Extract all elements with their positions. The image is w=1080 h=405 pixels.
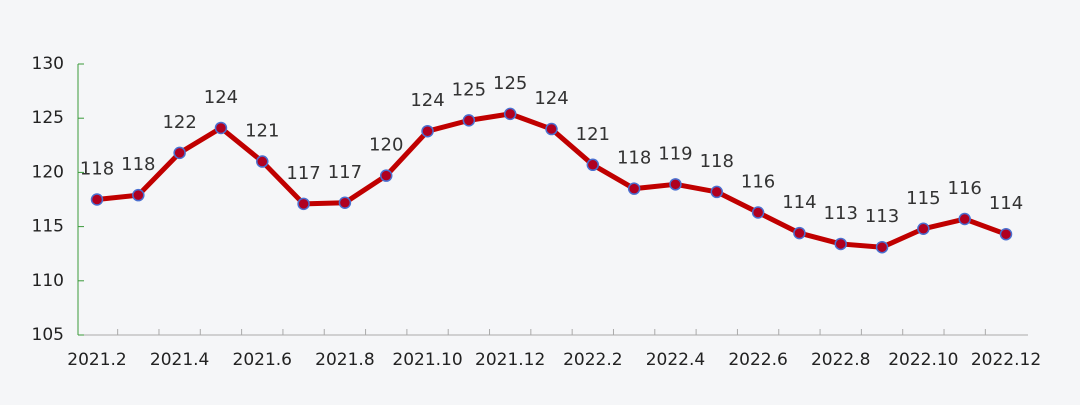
data-label: 120 bbox=[369, 135, 403, 156]
x-tick-label: 2022.10 bbox=[888, 350, 958, 370]
marker bbox=[132, 188, 145, 202]
data-label: 114 bbox=[782, 192, 816, 213]
x-tick-label: 2022.8 bbox=[811, 350, 870, 370]
x-tick-label: 2022.4 bbox=[646, 350, 705, 370]
data-label: 121 bbox=[576, 124, 610, 145]
y-tick-label: 120 bbox=[32, 162, 64, 182]
marker bbox=[627, 182, 641, 195]
y-tick-label: 130 bbox=[32, 54, 64, 74]
marker bbox=[875, 240, 889, 254]
marker bbox=[917, 222, 930, 236]
data-label: 113 bbox=[824, 203, 858, 224]
data-label: 125 bbox=[452, 79, 486, 100]
y-tick-label: 105 bbox=[32, 325, 64, 345]
data-label: 116 bbox=[741, 172, 775, 193]
marker bbox=[379, 169, 393, 182]
marker bbox=[256, 155, 269, 168]
marker bbox=[586, 158, 600, 172]
data-label: 125 bbox=[493, 73, 527, 94]
marker bbox=[545, 122, 558, 136]
x-tick-label: 2022.6 bbox=[728, 350, 787, 370]
marker bbox=[834, 237, 847, 251]
marker bbox=[793, 226, 806, 240]
marker bbox=[421, 124, 434, 138]
x-tick-label: 2021.8 bbox=[315, 350, 374, 370]
data-label: 118 bbox=[617, 148, 651, 169]
data-label: 115 bbox=[906, 188, 940, 209]
data-label: 119 bbox=[658, 143, 692, 164]
marker bbox=[90, 193, 104, 206]
data-label: 118 bbox=[700, 151, 734, 172]
x-tick-label: 2021.4 bbox=[150, 350, 209, 370]
marker bbox=[338, 196, 352, 210]
marker bbox=[214, 121, 228, 135]
x-tick-label: 2021.12 bbox=[475, 350, 545, 370]
marker bbox=[958, 212, 971, 226]
y-tick-label: 125 bbox=[32, 108, 64, 128]
data-label: 117 bbox=[286, 163, 320, 184]
marker bbox=[710, 185, 724, 199]
data-label: 113 bbox=[865, 206, 899, 227]
data-label: 124 bbox=[204, 87, 238, 108]
data-label: 124 bbox=[534, 88, 568, 109]
marker bbox=[669, 178, 682, 191]
data-label: 116 bbox=[948, 178, 982, 199]
marker bbox=[297, 197, 310, 211]
y-tick-label: 115 bbox=[32, 217, 64, 237]
data-label: 114 bbox=[989, 193, 1023, 214]
y-tick-label: 110 bbox=[32, 271, 64, 291]
marker bbox=[751, 206, 765, 219]
data-label: 118 bbox=[121, 154, 155, 175]
data-label: 124 bbox=[410, 90, 444, 111]
x-tick-label: 2021.2 bbox=[67, 350, 126, 370]
data-label: 121 bbox=[245, 121, 279, 142]
data-label: 122 bbox=[162, 112, 196, 133]
marker bbox=[999, 227, 1013, 241]
marker bbox=[173, 146, 186, 160]
data-label: 118 bbox=[80, 159, 114, 180]
marker bbox=[503, 107, 517, 121]
data-label: 117 bbox=[328, 162, 362, 183]
marker bbox=[462, 114, 476, 127]
x-tick-label: 2021.6 bbox=[233, 350, 292, 370]
x-tick-label: 2021.10 bbox=[392, 350, 462, 370]
x-tick-label: 2022.2 bbox=[563, 350, 622, 370]
x-tick-label: 2022.12 bbox=[971, 350, 1041, 370]
